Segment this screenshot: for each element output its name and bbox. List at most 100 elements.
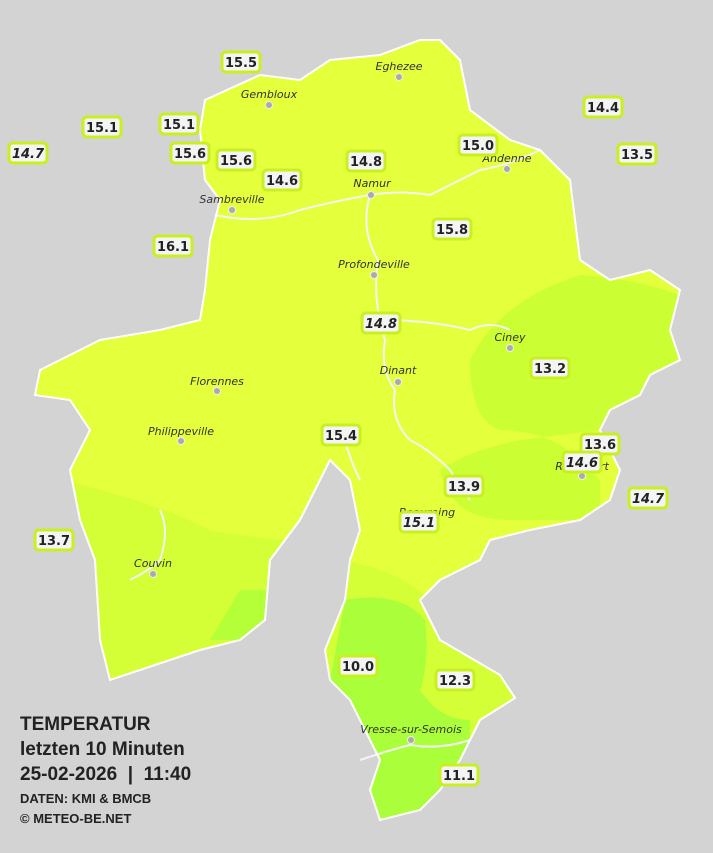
station-box: [529, 356, 571, 380]
city-dot: [367, 191, 375, 199]
station: 14.6: [561, 450, 603, 474]
city-label: Philippeville: [148, 425, 214, 438]
station: 13.2: [529, 356, 571, 380]
city-label: Namur: [353, 177, 392, 190]
station-value: 15.0: [462, 139, 494, 154]
river-bocq: [379, 319, 511, 332]
station: 15.0: [457, 133, 499, 157]
station-value: 12.3: [439, 674, 471, 689]
station-box: [261, 168, 303, 192]
station-value: 13.2: [534, 362, 566, 377]
city-label: Profondeville: [338, 258, 410, 271]
station: 13.7: [33, 528, 75, 552]
city-dot: [395, 73, 403, 81]
river-eau-noire: [129, 509, 166, 581]
station: 16.1: [152, 234, 194, 258]
station-value: 15.1: [403, 516, 435, 531]
station-value: 13.7: [38, 534, 70, 549]
station-box: [434, 668, 476, 692]
city-dot: [149, 570, 157, 578]
station-box: [345, 149, 387, 173]
station-box: [158, 112, 200, 136]
station: 15.1: [81, 115, 123, 139]
city-dot: [265, 101, 273, 109]
station: 15.6: [169, 141, 211, 165]
station-box: [360, 311, 402, 335]
station-box: [443, 474, 485, 498]
city-label: Gembloux: [241, 88, 298, 101]
station-value: 15.5: [225, 56, 257, 71]
station-box: [627, 486, 669, 510]
stations: 15.5 15.1 15.1 14.7 15.6 15.6 14.6 14.8 15.0 14.4…: [7, 50, 669, 787]
city-dot: [578, 472, 586, 480]
city-dot: [394, 378, 402, 386]
station-value: 15.4: [325, 429, 357, 444]
station-value: 14.6: [266, 174, 298, 189]
station-box: [7, 141, 49, 165]
legend-source: DATEN: KMI & BMCB: [20, 791, 151, 806]
station: 15.5: [220, 50, 262, 74]
station: 13.9: [443, 474, 485, 498]
station: 12.3: [434, 668, 476, 692]
station: 14.8: [345, 149, 387, 173]
zone-ciney: [440, 275, 680, 520]
station-value: 13.9: [448, 480, 480, 495]
station-value: 14.7: [12, 147, 45, 162]
station-value: 13.6: [584, 438, 616, 453]
station: 15.1: [158, 112, 200, 136]
city-label: Florennes: [190, 375, 244, 388]
station: 11.1: [438, 763, 480, 787]
station-value: 13.5: [621, 148, 653, 163]
station-value: 14.7: [632, 492, 665, 507]
station: 14.6: [261, 168, 303, 192]
legend: TEMPERATUR letzten 10 Minuten 25-02-2026…: [20, 714, 191, 826]
station-box: [81, 115, 123, 139]
legend-title: TEMPERATUR: [20, 714, 151, 735]
city-label: Dinant: [380, 364, 417, 377]
station-value: 15.1: [163, 118, 195, 133]
station: 10.0: [337, 654, 379, 678]
station: 14.7: [7, 141, 49, 165]
city-label: Sambreville: [199, 193, 264, 206]
city-dot: [213, 387, 221, 395]
station-value: 10.0: [342, 660, 374, 675]
legend-period: letzten 10 Minuten: [20, 739, 185, 760]
station: 15.6: [215, 148, 257, 172]
river-meuse: [365, 194, 471, 501]
station-value: 15.6: [174, 147, 206, 162]
station-box: [438, 763, 480, 787]
station-box: [320, 423, 362, 447]
city-label: Vresse-sur-Semois: [360, 723, 462, 736]
station-value: 14.8: [365, 317, 397, 332]
city-label: Ciney: [495, 331, 526, 344]
city-dot: [503, 165, 511, 173]
river-sambre-meuse: [214, 149, 541, 220]
station-box: [220, 50, 262, 74]
station-box: [398, 510, 440, 534]
city-label: Eghezee: [376, 60, 423, 73]
legend-copyright: © METEO-BE.NET: [20, 811, 131, 826]
city-dot: [228, 206, 236, 214]
station-value: 15.8: [436, 223, 468, 238]
city-dot: [370, 271, 378, 279]
station: 13.5: [616, 142, 658, 166]
station: 15.1: [398, 510, 440, 534]
city-label: Couvin: [134, 557, 172, 570]
legend-datetime: 25-02-2026 | 11:40: [20, 764, 191, 785]
city-dot: [506, 344, 514, 352]
station-box: [616, 142, 658, 166]
station-box: [561, 450, 603, 474]
station-box: [215, 148, 257, 172]
station-box: [582, 95, 624, 119]
station-value: 11.1: [443, 769, 475, 784]
station-value: 15.1: [86, 121, 118, 136]
station: 14.4: [582, 95, 624, 119]
station-value: 14.4: [587, 101, 619, 116]
station-value: 14.6: [566, 456, 598, 471]
station-value: 16.1: [157, 240, 189, 255]
station-box: [457, 133, 499, 157]
station: 15.8: [431, 217, 473, 241]
station-box: [169, 141, 211, 165]
station-box: [431, 217, 473, 241]
